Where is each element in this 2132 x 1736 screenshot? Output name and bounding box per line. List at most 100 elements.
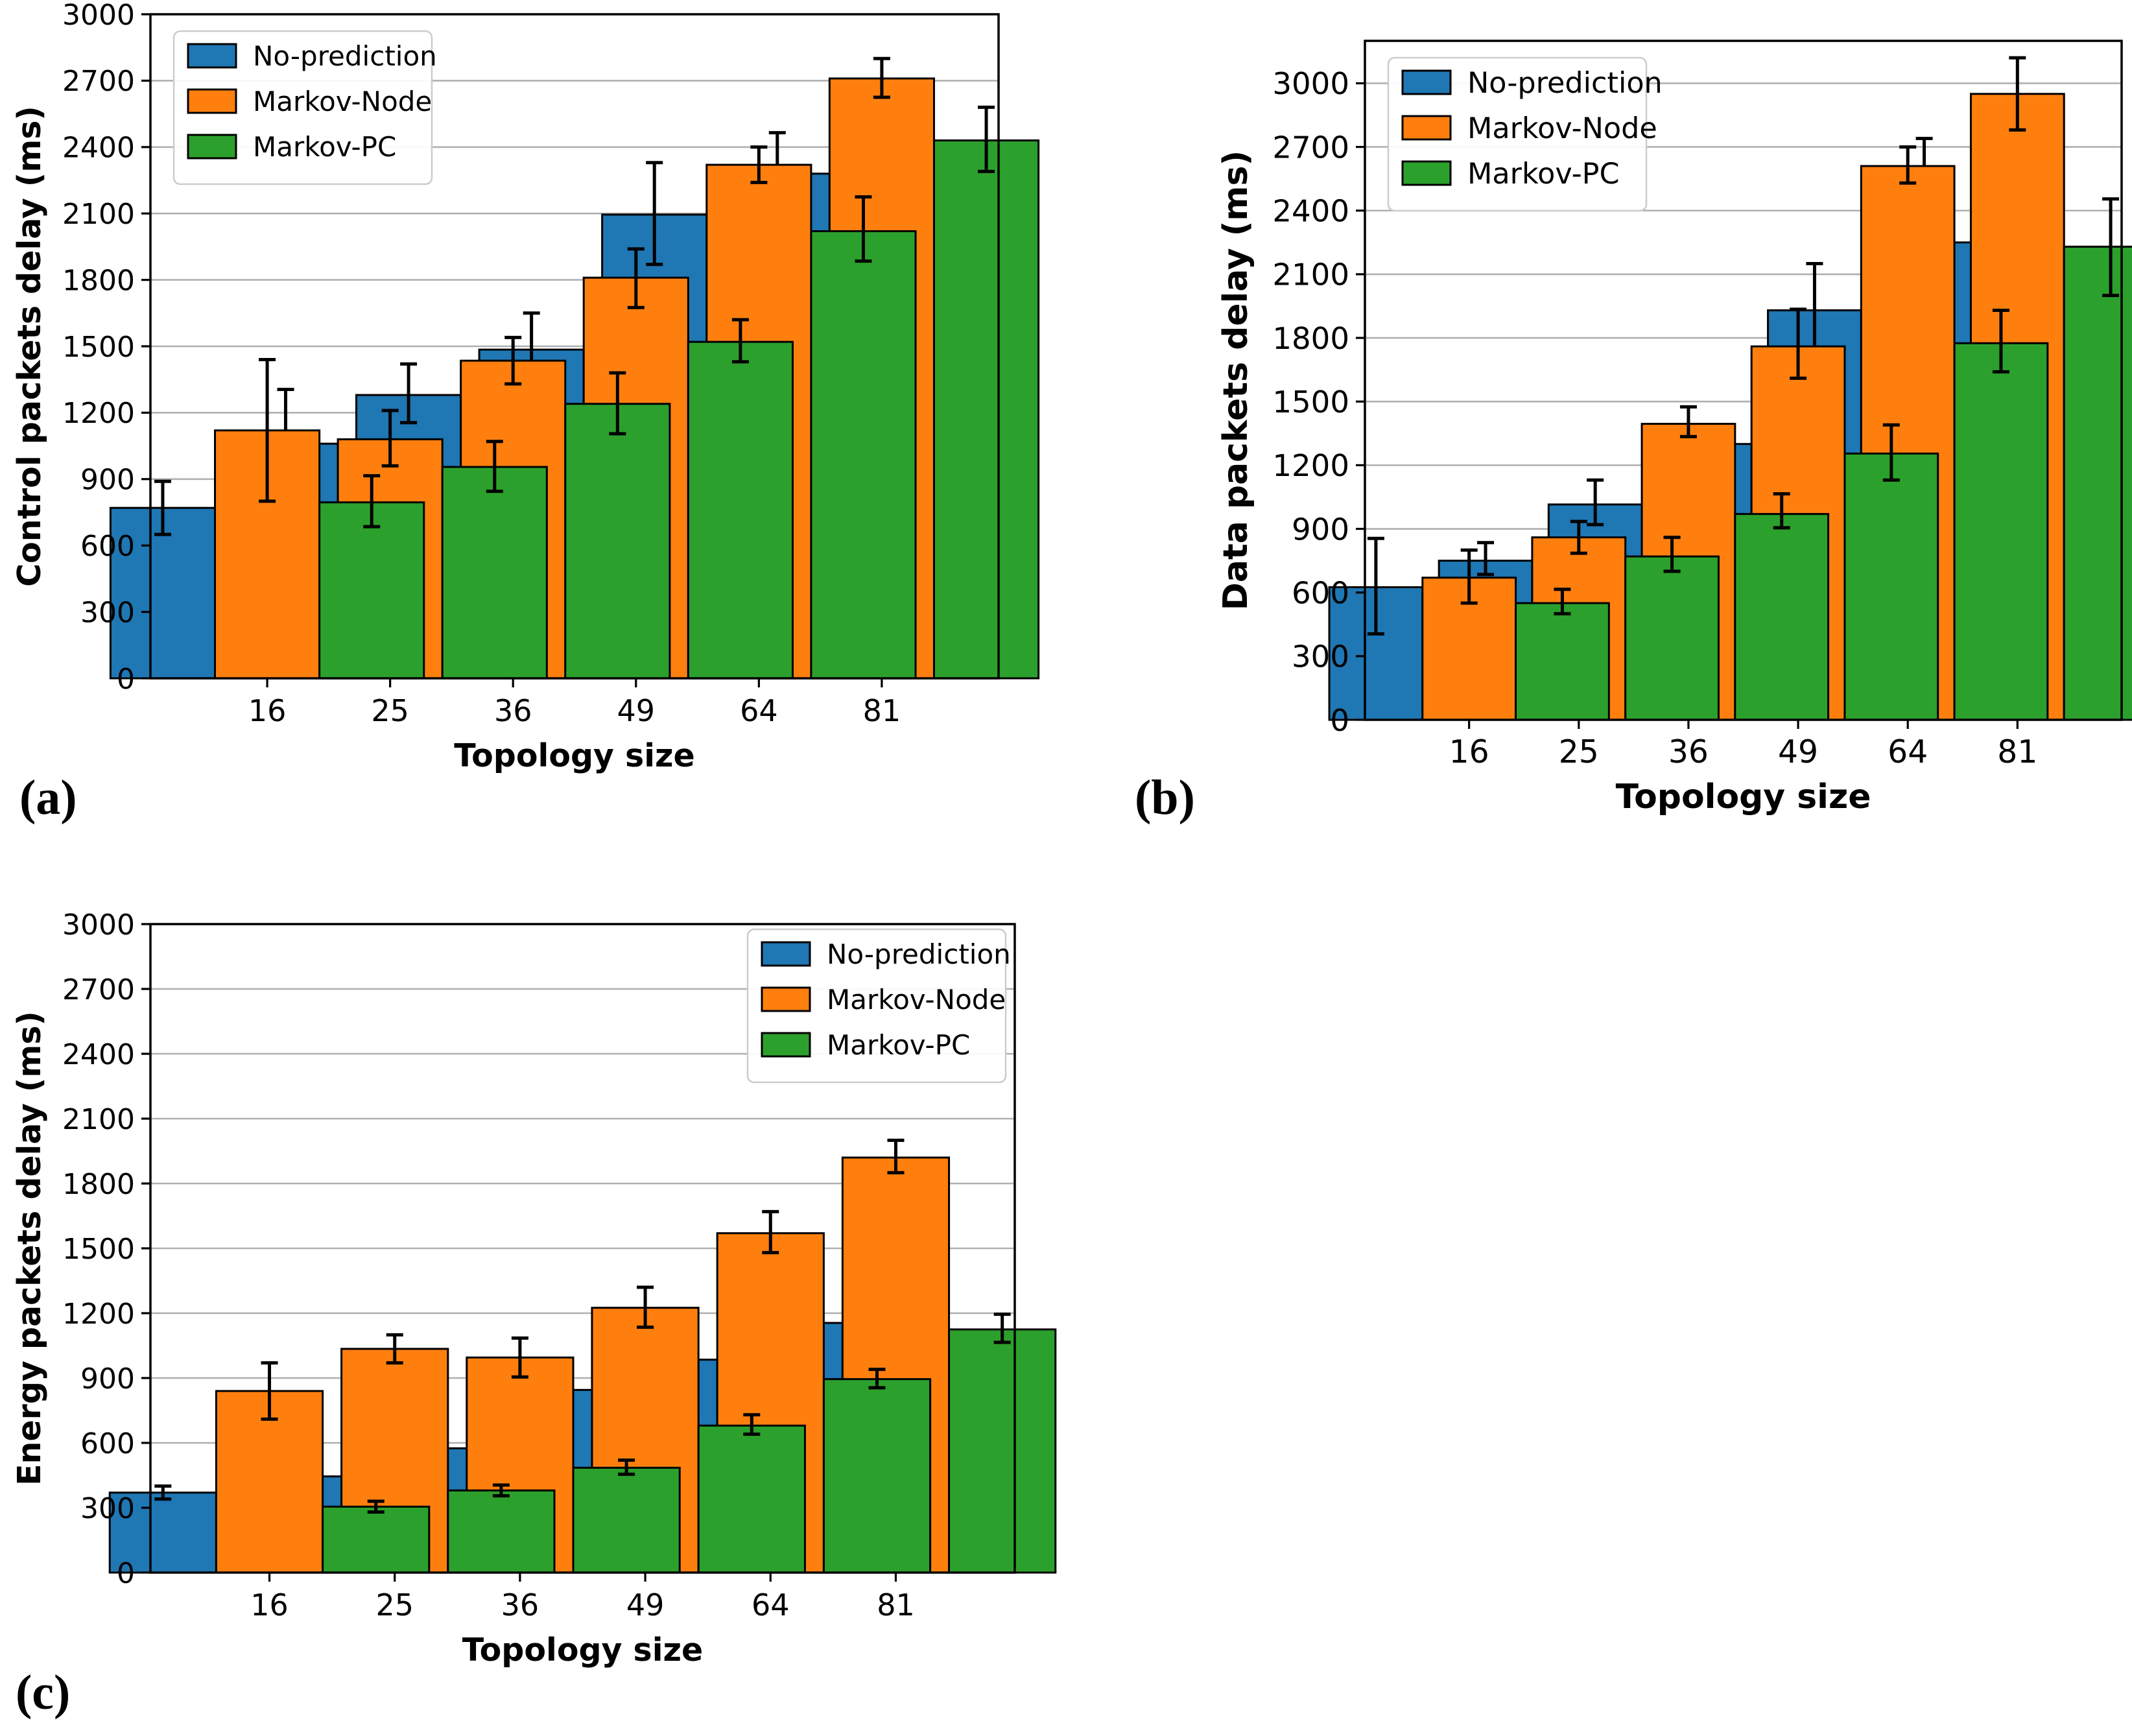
y-tick-label: 3000 <box>1272 66 1349 101</box>
y-axis-title: Data packets delay (ms) <box>1216 150 1255 610</box>
error-bar-c-markov-pc-49 <box>743 1413 761 1436</box>
x-tick-label-49: 49 <box>626 1587 665 1623</box>
legend-label-markov-node: Markov-Node <box>253 86 432 117</box>
x-axis-title: Topology size <box>454 737 695 774</box>
error-bar-a-markov-pc-81 <box>978 105 995 173</box>
error-bar-c-markov-pc-25 <box>492 1483 510 1498</box>
error-bar-c-markov-pc-81 <box>993 1313 1011 1344</box>
error-bar-b-markov-node-81 <box>2009 56 2026 132</box>
x-tick-label-25: 25 <box>371 693 409 728</box>
y-tick-label: 600 <box>80 530 135 563</box>
bar-c-markov-pc-81 <box>948 1328 1057 1574</box>
legend-label-no-prediction: No-prediction <box>827 938 1011 970</box>
legend-box <box>746 928 1007 1084</box>
error-bar-a-no-prediction-36 <box>400 362 418 425</box>
error-bar-b-markov-node-16 <box>1460 548 1478 605</box>
legend-swatch-markov-pc <box>187 134 237 160</box>
error-bar-b-markov-node-25 <box>1570 519 1587 555</box>
legend-label-markov-pc: Markov-PC <box>253 131 396 163</box>
bar-b-markov-pc-36 <box>1734 513 1830 721</box>
error-bar-c-markov-pc-64 <box>868 1368 886 1390</box>
y-tick-label: 1200 <box>62 1298 135 1331</box>
error-bar-c-markov-pc-36 <box>618 1458 635 1476</box>
y-tick-label: 1800 <box>62 1168 135 1201</box>
legend-label-markov-pc: Markov-PC <box>827 1029 970 1061</box>
x-tick-label-81: 81 <box>877 1587 915 1623</box>
error-bar-a-markov-node-16 <box>259 357 276 503</box>
error-bar-a-markov-node-36 <box>504 335 522 386</box>
y-tick-label: 900 <box>1292 512 1349 547</box>
bar-c-no-prediction-16 <box>108 1492 217 1574</box>
y-tick-label: 2700 <box>1272 130 1349 165</box>
y-tick-label: 1800 <box>62 264 135 297</box>
legend-box <box>172 30 433 185</box>
error-bar-c-no-prediction-16 <box>154 1484 172 1501</box>
x-axis-title: Topology size <box>462 1632 704 1669</box>
error-bar-a-markov-pc-25 <box>486 440 503 493</box>
x-tick-label-36: 36 <box>501 1587 539 1623</box>
error-bar-a-no-prediction-16 <box>154 479 171 536</box>
error-bar-b-markov-node-49 <box>1790 307 1807 380</box>
y-tick-label: 0 <box>117 1557 135 1590</box>
bar-c-markov-pc-49 <box>697 1424 806 1574</box>
y-tick-label: 2100 <box>1272 257 1349 292</box>
error-bar-b-no-prediction-36 <box>1587 478 1604 527</box>
legend-swatch-no-prediction <box>1401 69 1452 95</box>
x-tick-label-36: 36 <box>494 693 532 728</box>
error-bar-b-markov-pc-36 <box>1773 492 1790 530</box>
chart-data-packets-delay: 0 300 600 900 1200 1500 1800 2100 2400 2700 3000 16… <box>1095 0 2132 882</box>
legend: No-prediction Markov-Node Markov-PC <box>1387 56 1663 212</box>
error-bar-a-markov-node-49 <box>627 247 645 309</box>
bar-a-markov-pc-49 <box>687 340 794 680</box>
error-bar-b-markov-node-36 <box>1679 405 1697 438</box>
legend-label-markov-pc: Markov-PC <box>1467 158 1620 191</box>
x-tick-label-16: 16 <box>250 1587 289 1623</box>
subfigure-caption-c: (c) <box>16 1665 71 1720</box>
legend-label-markov-node: Markov-Node <box>1467 112 1657 145</box>
x-tick-label-64: 64 <box>740 693 778 728</box>
y-tick-label: 3000 <box>62 0 135 32</box>
y-tick-label: 2100 <box>62 1103 135 1136</box>
legend-swatch-markov-node <box>187 88 237 114</box>
error-bar-b-markov-pc-64 <box>1992 309 2009 374</box>
x-tick-label-81: 81 <box>1997 734 2037 770</box>
chart-svg-b: 0 300 600 900 1200 1500 1800 2100 2400 2700 3000 16… <box>1216 40 2132 816</box>
x-tick-label-25: 25 <box>1559 734 1599 770</box>
y-tick-label: 1800 <box>1272 321 1349 356</box>
legend: No-prediction Markov-Node Markov-PC <box>746 928 1011 1084</box>
error-bar-c-markov-node-16 <box>261 1361 278 1421</box>
bar-b-markov-pc-16 <box>1515 602 1610 721</box>
error-bar-c-markov-node-49 <box>637 1285 654 1329</box>
error-bar-b-no-prediction-16 <box>1367 536 1384 636</box>
error-bar-b-markov-pc-25 <box>1663 536 1681 573</box>
chart-svg-a: 0 300 600 900 1200 1500 1800 2100 2400 2700 3000 16… <box>11 0 1040 774</box>
y-tick-label: 0 <box>1330 703 1349 738</box>
x-tick-label-64: 64 <box>752 1587 790 1623</box>
error-bar-c-markov-pc-16 <box>367 1499 385 1514</box>
y-tick-label: 1200 <box>1272 448 1349 483</box>
error-bar-a-markov-node-25 <box>381 409 399 468</box>
legend-swatch-no-prediction <box>761 941 811 967</box>
error-bar-b-markov-pc-81 <box>2102 197 2120 298</box>
y-tick-label: 600 <box>80 1427 135 1460</box>
error-bar-c-markov-node-25 <box>386 1333 403 1365</box>
y-tick-label: 1200 <box>62 397 135 430</box>
legend-swatch-no-prediction <box>187 43 237 69</box>
error-bar-a-no-prediction-64 <box>646 161 663 267</box>
y-axis-title: Energy packets delay (ms) <box>11 1011 48 1486</box>
x-tick-label-81: 81 <box>863 693 901 728</box>
bar-c-markov-node-16 <box>215 1390 324 1574</box>
bar-c-markov-pc-16 <box>322 1505 431 1574</box>
error-bar-b-no-prediction-25 <box>1477 541 1495 577</box>
legend-swatch-markov-pc <box>1401 160 1452 186</box>
x-tick-label-49: 49 <box>1778 734 1818 770</box>
bar-a-markov-pc-36 <box>564 403 671 680</box>
error-bar-a-markov-pc-64 <box>855 195 872 263</box>
y-tick-label: 0 <box>117 663 135 696</box>
legend: No-prediction Markov-Node Markov-PC <box>172 30 437 185</box>
x-tick-label-16: 16 <box>1449 734 1489 770</box>
legend-label-markov-node: Markov-Node <box>827 984 1006 1016</box>
bar-a-markov-pc-25 <box>441 466 548 680</box>
chart-control-packets-delay: 0 300 600 900 1200 1500 1800 2100 2400 2700 3000 16… <box>0 0 1050 882</box>
bar-c-markov-pc-64 <box>822 1378 932 1574</box>
